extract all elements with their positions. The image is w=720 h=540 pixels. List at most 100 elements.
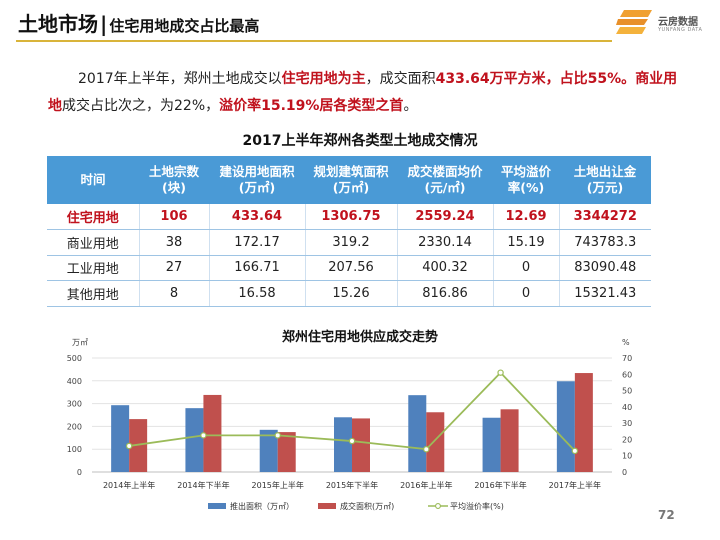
table-cell: 38	[139, 229, 210, 256]
bar-supply	[111, 405, 130, 472]
summary-highlight: 商业用地	[48, 71, 678, 114]
table-header-row: 时间 土地宗数 (块) 建设用地面积 (万㎡) 规划建筑面积 (万㎡) 成交楼面均价(…	[47, 156, 651, 204]
bar-transaction	[426, 412, 445, 472]
table-cell: 106	[139, 204, 210, 230]
table-cell: 16.58	[209, 280, 306, 307]
x-tick-label: 2015年上半年	[252, 480, 304, 490]
premium-rate-point	[497, 369, 504, 376]
x-tick-label: 2014年下半年	[177, 480, 229, 490]
company-logo: 云房数据 YUNFANG DATA	[610, 2, 710, 42]
title-underline	[16, 40, 612, 42]
bar-transaction	[574, 373, 593, 472]
table-row: 其他用地 8 16.58 15.26 816.86 0 15321.43	[47, 280, 651, 307]
table-cell: 15.26	[305, 280, 398, 307]
summary-paragraph: 2017年上半年，郑州土地成交以住宅用地为主，成交面积433.64万平方米，占比…	[48, 66, 688, 120]
premium-rate-point	[274, 432, 281, 439]
summary-text: ，成交面积	[365, 71, 436, 87]
table-title: 2017上半年郑州各类型土地成交情况	[242, 133, 478, 149]
x-tick-label: 2016年上半年	[400, 480, 452, 490]
y2-tick-label: 50	[622, 387, 632, 396]
y-tick-label: 300	[67, 400, 82, 409]
table-cell: 433.64	[209, 204, 306, 230]
legend-swatch	[318, 503, 336, 509]
bar-transaction	[203, 394, 222, 472]
table-cell: 172.17	[209, 229, 306, 256]
supply-transaction-chart: 0 100 200 300 400 500 0 10 20 30 40 50 60 70 万㎡ % 2014年上…	[67, 338, 632, 511]
y2-tick-label: 40	[622, 403, 632, 412]
y2-tick-label: 30	[622, 419, 632, 428]
summary-highlight: 住宅用地为主	[281, 71, 366, 87]
table-row: 住宅用地 106 433.64 1306.75 2559.24 12.69 33…	[47, 204, 651, 230]
y2-tick-label: 70	[622, 354, 632, 363]
legend-swatch	[208, 503, 226, 509]
table-cell: 207.56	[305, 255, 398, 281]
table-cell: 15.19	[493, 229, 560, 256]
y2-axis-label: %	[622, 338, 630, 347]
table-header-cell: 成交楼面均价 (元/㎡)	[397, 156, 493, 204]
table-row: 工业用地 27 166.71 207.56 400.32 0 83090.48	[47, 255, 651, 281]
table-cell: 商业用地	[47, 229, 140, 256]
y2-tick-label: 60	[622, 370, 632, 379]
legend-label: 平均溢价率(%)	[450, 501, 504, 511]
summary-text: 。	[403, 98, 418, 114]
table-cell: 8	[139, 280, 210, 307]
y2-tick-label: 10	[622, 452, 632, 461]
table-cell: 1306.75	[305, 204, 398, 230]
bar-supply	[185, 408, 204, 472]
summary-text: 成交占比次之，为22%，	[62, 98, 220, 114]
table-cell: 12.69	[493, 204, 560, 230]
y-tick-label: 0	[77, 468, 82, 477]
legend-label: 推出面积（万㎡）	[230, 501, 294, 511]
summary-text: 2017年上半年，郑州土地成交以	[78, 71, 282, 87]
page-number: 72	[658, 508, 675, 522]
logo-name-cn: 云房数据	[658, 17, 698, 28]
y-tick-label: 200	[67, 422, 82, 431]
table-cell: 0	[493, 280, 560, 307]
table-header-cell: 时间	[47, 156, 139, 204]
y2-tick-label: 20	[622, 435, 632, 444]
y-axis-label: 万㎡	[72, 338, 88, 347]
chart-title: 郑州住宅用地供应成交走势	[281, 330, 438, 345]
bar-supply	[482, 417, 501, 472]
y2-tick-label: 0	[622, 468, 627, 477]
x-tick-label: 2014年上半年	[103, 480, 155, 490]
table-cell: 其他用地	[47, 280, 140, 307]
premium-rate-point	[423, 445, 430, 453]
summary-highlight: 433.64万平方米，占比55%。	[435, 71, 636, 87]
table-cell: 816.86	[397, 280, 494, 307]
logo-mark-icon	[616, 10, 652, 34]
y-tick-label: 100	[67, 445, 82, 454]
logo-name-en: YUNFANG DATA	[658, 27, 703, 33]
table-cell: 工业用地	[47, 255, 140, 281]
premium-rate-point	[348, 437, 356, 445]
x-tick-label: 2015年下半年	[326, 480, 378, 490]
table-cell: 3344272	[559, 204, 651, 230]
bar-supply	[556, 381, 575, 472]
table-cell: 15321.43	[559, 280, 651, 307]
page-title: 土地市场 | 住宅用地成交占比最高	[18, 8, 259, 38]
table-cell: 166.71	[209, 255, 306, 281]
table-cell: 27	[139, 255, 210, 281]
bar-transaction	[277, 432, 296, 472]
title-separator: |	[100, 12, 108, 36]
table-cell: 319.2	[305, 229, 398, 256]
table-cell: 2559.24	[397, 204, 494, 230]
table-row: 商业用地 38 172.17 319.2 2330.14 15.19 74378…	[47, 229, 651, 256]
y-tick-label: 500	[67, 354, 82, 363]
bar-supply	[259, 429, 278, 472]
bar-transaction	[500, 409, 519, 472]
table-cell: 住宅用地	[47, 204, 140, 230]
summary-highlight: 溢价率15.19%居各类型之首	[219, 98, 404, 114]
x-tick-label: 2017年上半年	[549, 480, 601, 490]
bar-supply	[334, 417, 352, 472]
legend-marker	[435, 503, 441, 509]
table-header-cell: 土地出让金 (万元)	[559, 156, 651, 204]
table-header-cell: 建设用地面积 (万㎡)	[209, 156, 305, 204]
table-header-cell: 规划建筑面积 (万㎡)	[305, 156, 397, 204]
table-cell: 400.32	[397, 255, 494, 281]
y-tick-label: 400	[67, 377, 82, 386]
table-cell: 0	[493, 255, 560, 281]
premium-rate-point	[200, 432, 207, 439]
legend-label: 成交面积(万㎡)	[340, 501, 394, 511]
land-transaction-table: 时间 土地宗数 (块) 建设用地面积 (万㎡) 规划建筑面积 (万㎡) 成交楼面均价(…	[47, 156, 651, 307]
